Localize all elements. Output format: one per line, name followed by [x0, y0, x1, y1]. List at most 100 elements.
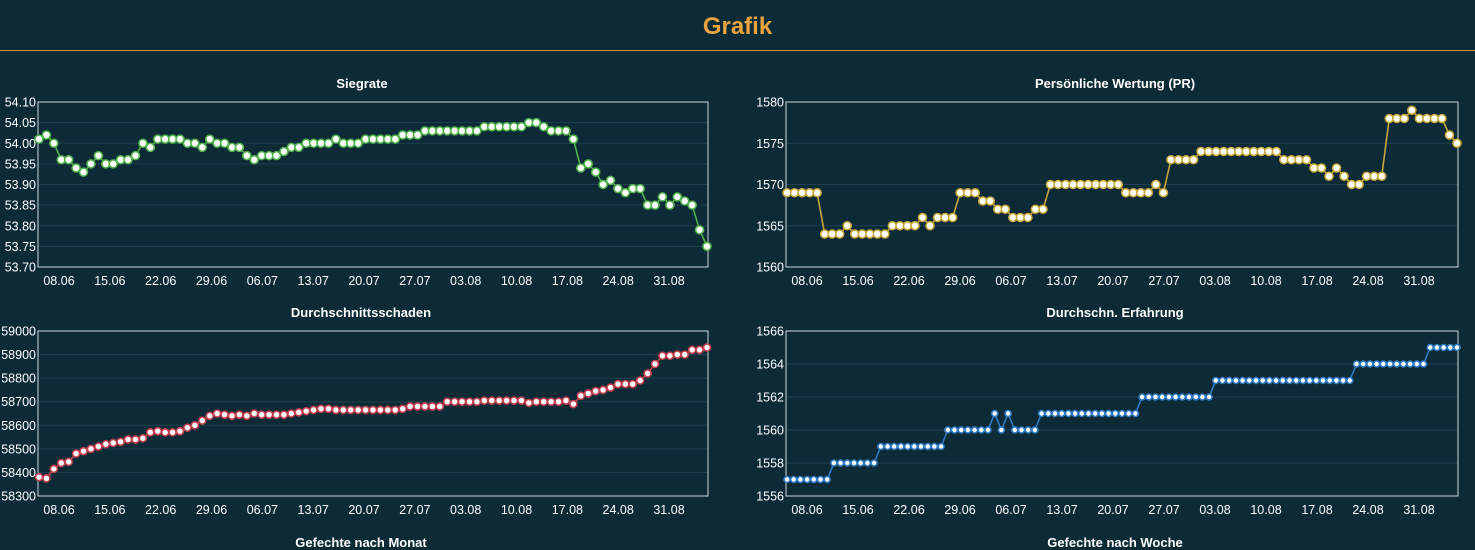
- data-point[interactable]: [450, 397, 459, 407]
- data-point[interactable]: [1158, 187, 1169, 198]
- data-point[interactable]: [850, 459, 858, 467]
- data-point[interactable]: [1386, 360, 1394, 368]
- data-point[interactable]: [1305, 376, 1314, 385]
- data-point[interactable]: [1178, 393, 1187, 401]
- data-point[interactable]: [1292, 376, 1301, 385]
- data-point[interactable]: [220, 410, 229, 419]
- data-point[interactable]: [605, 175, 616, 186]
- data-point[interactable]: [984, 426, 992, 434]
- data-point[interactable]: [1325, 376, 1334, 385]
- data-point[interactable]: [606, 383, 615, 392]
- data-point[interactable]: [1406, 360, 1414, 368]
- data-point[interactable]: [234, 142, 245, 153]
- data-point[interactable]: [990, 409, 999, 418]
- data-point[interactable]: [870, 459, 878, 467]
- data-point[interactable]: [480, 396, 489, 405]
- data-point[interactable]: [657, 192, 668, 202]
- data-point[interactable]: [1151, 179, 1161, 190]
- data-point[interactable]: [679, 196, 690, 206]
- data-point[interactable]: [947, 212, 958, 223]
- data-point[interactable]: [789, 475, 798, 484]
- data-point[interactable]: [812, 187, 822, 198]
- data-point[interactable]: [235, 410, 244, 419]
- data-point[interactable]: [227, 411, 237, 421]
- data-point[interactable]: [64, 457, 73, 467]
- data-point[interactable]: [1010, 426, 1019, 434]
- data-point[interactable]: [925, 220, 935, 231]
- data-point[interactable]: [63, 154, 74, 165]
- data-point[interactable]: [145, 142, 156, 153]
- data-point[interactable]: [1138, 393, 1146, 401]
- data-point[interactable]: [183, 423, 192, 432]
- data-point[interactable]: [613, 183, 623, 194]
- data-point[interactable]: [442, 397, 452, 407]
- data-point[interactable]: [923, 442, 932, 451]
- data-point[interactable]: [49, 464, 59, 474]
- data-point[interactable]: [160, 428, 170, 437]
- data-point[interactable]: [643, 369, 652, 378]
- data-point[interactable]: [1285, 376, 1294, 385]
- data-point[interactable]: [1399, 113, 1410, 124]
- data-point[interactable]: [950, 426, 959, 434]
- data-point[interactable]: [1316, 163, 1327, 173]
- data-point[interactable]: [650, 359, 660, 369]
- data-point[interactable]: [93, 150, 104, 161]
- data-point[interactable]: [86, 444, 96, 454]
- data-point[interactable]: [293, 142, 304, 153]
- data-point[interactable]: [494, 396, 504, 405]
- data-point[interactable]: [985, 196, 996, 206]
- data-point[interactable]: [1225, 376, 1234, 385]
- data-point[interactable]: [219, 138, 230, 149]
- data-point[interactable]: [71, 449, 81, 458]
- data-point[interactable]: [242, 150, 252, 161]
- data-point[interactable]: [680, 350, 690, 359]
- data-point[interactable]: [131, 435, 140, 444]
- data-point[interactable]: [123, 435, 133, 444]
- data-point[interactable]: [1004, 409, 1012, 418]
- data-point[interactable]: [1143, 187, 1154, 198]
- data-point[interactable]: [1165, 393, 1173, 401]
- data-point[interactable]: [834, 229, 845, 239]
- data-point[interactable]: [465, 397, 474, 407]
- data-point[interactable]: [1446, 343, 1455, 352]
- data-point[interactable]: [917, 442, 925, 451]
- data-point[interactable]: [561, 126, 571, 136]
- data-point[interactable]: [249, 154, 260, 165]
- data-point[interactable]: [672, 192, 683, 202]
- data-point[interactable]: [1031, 426, 1039, 434]
- data-point[interactable]: [665, 200, 675, 210]
- data-point[interactable]: [175, 134, 185, 144]
- data-point[interactable]: [1023, 212, 1033, 223]
- data-point[interactable]: [568, 134, 579, 144]
- data-point[interactable]: [665, 351, 675, 361]
- data-point[interactable]: [863, 459, 872, 467]
- data-point[interactable]: [1376, 171, 1387, 182]
- data-point[interactable]: [123, 154, 133, 165]
- data-point[interactable]: [1000, 204, 1011, 215]
- data-point[interactable]: [1205, 393, 1213, 401]
- data-point[interactable]: [49, 138, 59, 149]
- data-point[interactable]: [964, 426, 972, 434]
- data-point[interactable]: [1051, 409, 1059, 418]
- data-point[interactable]: [1038, 204, 1048, 215]
- data-point[interactable]: [1331, 163, 1342, 173]
- data-point[interactable]: [361, 405, 370, 415]
- data-point[interactable]: [1265, 376, 1274, 385]
- data-point[interactable]: [34, 472, 44, 482]
- data-point[interactable]: [108, 438, 118, 448]
- data-point[interactable]: [94, 442, 103, 451]
- data-point[interactable]: [796, 475, 805, 484]
- data-point[interactable]: [810, 475, 818, 484]
- data-point[interactable]: [175, 426, 185, 436]
- data-point[interactable]: [1392, 360, 1401, 368]
- data-point[interactable]: [635, 183, 646, 194]
- data-point[interactable]: [598, 179, 608, 190]
- data-point[interactable]: [1151, 393, 1160, 401]
- data-point[interactable]: [937, 442, 945, 451]
- data-point[interactable]: [279, 410, 289, 419]
- data-point[interactable]: [242, 411, 252, 421]
- data-point[interactable]: [583, 159, 594, 169]
- data-point[interactable]: [390, 405, 400, 415]
- data-point[interactable]: [658, 351, 667, 361]
- data-point[interactable]: [1245, 376, 1254, 385]
